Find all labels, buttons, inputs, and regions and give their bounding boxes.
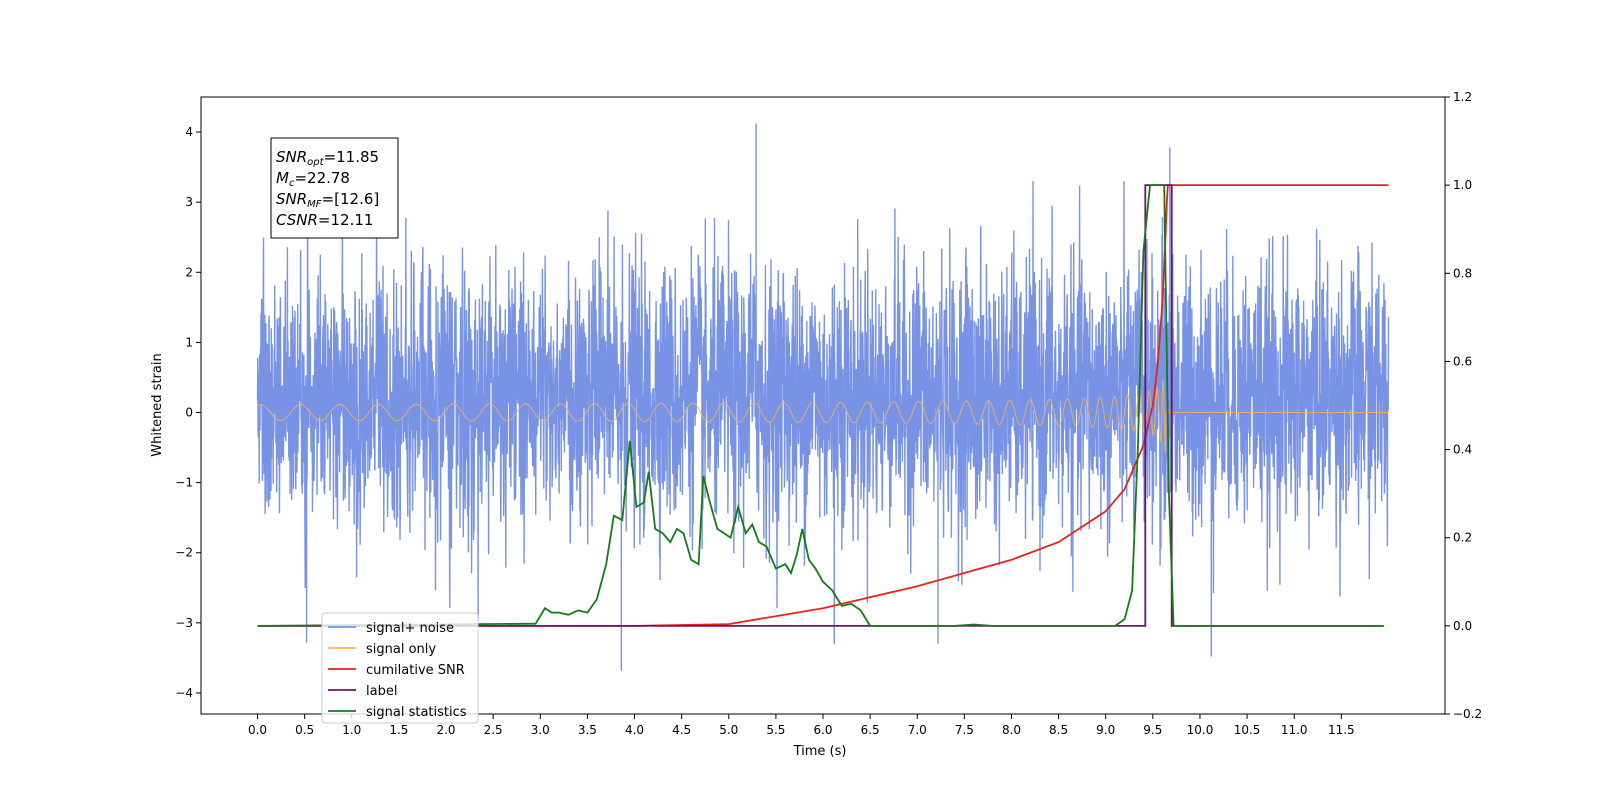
y2-tick-label: 0.0	[1453, 619, 1472, 633]
x-tick-label: 1.5	[389, 723, 408, 737]
legend-label: signal only	[366, 642, 436, 657]
y2-tick-label: 0.8	[1453, 266, 1472, 280]
x-tick-label: 0.0	[248, 723, 267, 737]
x-tick-label: 2.5	[484, 723, 503, 737]
x-tick-label: 0.5	[295, 723, 314, 737]
x-tick-label: 7.5	[955, 723, 974, 737]
legend-label: signal statistics	[366, 705, 467, 720]
y-tick-label: −3	[175, 616, 193, 630]
x-tick-label: 6.5	[861, 723, 880, 737]
x-tick-label: 9.5	[1143, 723, 1162, 737]
y2-tick-label: 1.0	[1453, 178, 1472, 192]
y-tick-label: −2	[175, 546, 193, 560]
right-axis-series	[257, 184, 1389, 627]
y-tick-label: −1	[175, 476, 193, 490]
plot-area	[256, 123, 1390, 671]
x-tick-label: 6.0	[813, 723, 832, 737]
y-tick-label: 3	[185, 195, 193, 209]
y2-tick-label: 0.6	[1453, 354, 1472, 368]
x-tick-label: 8.0	[1002, 723, 1021, 737]
legend-label: signal+ noise	[366, 621, 454, 636]
y-axis-ticks: −4 −3 −2 −1 0 1 2 3 4	[175, 125, 201, 700]
y-tick-label: 4	[185, 125, 193, 139]
annotation-frame	[270, 137, 399, 239]
series-line-signal-statistics	[257, 184, 1384, 627]
x-tick-label: 10.0	[1187, 723, 1214, 737]
x-tick-label: 4.5	[672, 723, 691, 737]
y-tick-label: 0	[185, 406, 193, 420]
y-tick-label: 2	[185, 265, 193, 279]
x-tick-label: 3.0	[531, 723, 550, 737]
y2-tick-label: 0.2	[1453, 531, 1472, 545]
x-tick-label: 5.5	[766, 723, 785, 737]
annotation-line: CSNR=12.11	[276, 211, 373, 229]
y2-tick-label: −0.2	[1453, 707, 1482, 721]
annotation-line: SNRopt=11.85	[276, 148, 379, 168]
x-axis-label: Time (s)	[793, 744, 847, 759]
annotation-line: SNRMF=[12.6]	[276, 190, 379, 210]
snr-annotation-box: SNRopt=11.85Mc=22.78SNRMF=[12.6]CSNR=12.…	[270, 137, 399, 239]
x-tick-label: 9.0	[1096, 723, 1115, 737]
y-tick-label: 1	[185, 335, 193, 349]
x-tick-label: 5.0	[719, 723, 738, 737]
x-tick-label: 10.5	[1234, 723, 1261, 737]
legend-frame	[321, 612, 479, 724]
signal-only-line	[257, 379, 1389, 453]
x-tick-label: 1.0	[342, 723, 361, 737]
signal-noise-line	[256, 123, 1390, 671]
x-tick-label: 7.0	[908, 723, 927, 737]
y2-tick-label: 0.4	[1453, 443, 1472, 457]
legend-label: cumilative SNR	[366, 663, 465, 678]
annotation-line: Mc=22.78	[276, 169, 350, 189]
y2-tick-label: 1.2	[1453, 90, 1472, 104]
legend-label: label	[366, 684, 397, 699]
x-tick-label: 2.0	[436, 723, 455, 737]
x-tick-label: 11.5	[1328, 723, 1355, 737]
y2-axis-ticks: −0.2 0.0 0.2 0.4 0.6 0.8 1.0 1.2	[1445, 90, 1482, 721]
y-axis-label: Whitened strain	[150, 353, 165, 456]
x-tick-label: 4.0	[625, 723, 644, 737]
x-axis-ticks: 0.0 0.5 1.0 1.5 2.0 2.5 3.0 3.5 4.0 4.5 5.0 5.5 6.0 6…	[248, 714, 1355, 737]
x-tick-label: 11.0	[1281, 723, 1308, 737]
legend: signal+ noise signal only cumilative SNR la…	[321, 612, 479, 724]
x-tick-label: 8.5	[1049, 723, 1068, 737]
x-tick-label: 3.5	[578, 723, 597, 737]
y-tick-label: −4	[175, 686, 193, 700]
